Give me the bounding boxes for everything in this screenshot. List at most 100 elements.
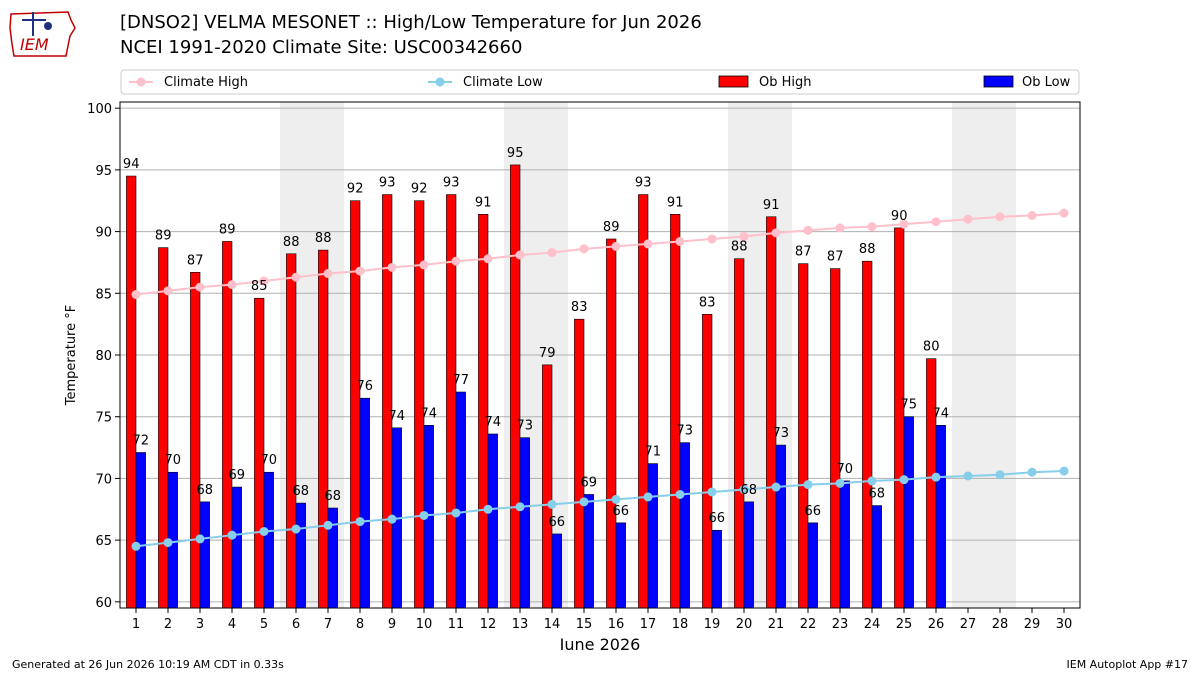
climate-lines — [131, 208, 1069, 551]
x-tick-label: 3 — [196, 617, 204, 632]
climate-low-point — [1027, 467, 1037, 477]
ob-low-bar — [679, 442, 690, 609]
y-tick-label: 60 — [95, 596, 112, 611]
x-tick-label: 24 — [864, 617, 881, 632]
climate-low-point — [803, 480, 813, 490]
logo-text: IEM — [20, 35, 49, 54]
climate-low-point — [483, 504, 493, 514]
ob-high-bar — [158, 247, 169, 609]
y-tick-label: 95 — [95, 164, 112, 179]
y-axis: 60 65 70 75 80 85 90 95 100 — [87, 102, 120, 611]
iem-logo: IEM — [9, 11, 76, 57]
chart-subtitle: NCEI 1991-2020 Climate Site: USC00342660 — [120, 37, 523, 58]
x-tick-label: 5 — [260, 617, 268, 632]
climate-low-point — [579, 497, 589, 507]
ob-low-bar — [807, 522, 818, 609]
ob-low-value-label: 66 — [613, 504, 630, 519]
ob-high-value-label: 91 — [475, 195, 492, 210]
x-tick-label: 25 — [896, 617, 913, 632]
ob-high-bar — [574, 318, 585, 609]
x-tick-label: 27 — [960, 617, 977, 632]
ob-high-bar — [798, 263, 809, 609]
ob-high-value-label: 93 — [635, 176, 652, 191]
legend-label-ob-low: Ob Low — [1022, 75, 1071, 90]
x-tick-label: 20 — [736, 617, 753, 632]
ob-low-bar — [839, 480, 850, 609]
ob-low-value-label: 66 — [805, 504, 822, 519]
ob-low-value-label: 71 — [645, 445, 662, 460]
climate-high-point — [675, 236, 685, 246]
ob-high-bar — [894, 227, 905, 609]
ob-low-bar — [519, 437, 530, 609]
climate-low-point — [131, 541, 141, 551]
climate-high-point — [995, 212, 1005, 222]
ob-high-value-label: 89 — [219, 222, 236, 237]
legend-item-climate-high: Climate High — [129, 75, 248, 90]
climate-low-point — [355, 517, 365, 527]
x-tick-label: 10 — [416, 617, 433, 632]
ob-low-value-label: 73 — [517, 419, 534, 434]
ob-low-bar — [199, 501, 210, 609]
ob-low-value-label: 70 — [837, 462, 854, 477]
climate-low-point — [771, 482, 781, 492]
ob-high-value-label: 93 — [379, 176, 396, 191]
ob-low-value-label: 70 — [165, 453, 182, 468]
legend-label-ob-high: Ob High — [759, 75, 812, 90]
climate-low-point — [739, 485, 749, 495]
climate-high-line — [135, 212, 1065, 296]
ob-high-value-label: 91 — [763, 198, 780, 213]
x-tick-label: 2 — [164, 617, 172, 632]
ob-low-value-label: 68 — [325, 489, 342, 504]
ob-low-bar — [583, 494, 594, 609]
climate-low-point — [419, 510, 429, 520]
climate-high-point — [899, 219, 909, 229]
ob-low-bar — [551, 533, 562, 609]
legend-item-ob-low: Ob Low — [983, 75, 1071, 90]
climate-low-point — [899, 475, 909, 485]
legend-label-climate-low: Climate Low — [463, 75, 543, 90]
x-tick-label: 30 — [1056, 617, 1073, 632]
climate-high-point — [323, 269, 333, 279]
ob-high-bar — [926, 358, 937, 609]
climate-low-point — [323, 520, 333, 530]
climate-high-point — [707, 234, 717, 244]
climate-low-point — [163, 538, 173, 548]
ob-high-bar — [446, 194, 457, 609]
climate-high-point — [931, 217, 941, 227]
ob-high-bar — [318, 249, 329, 609]
climate-low-point — [291, 524, 301, 534]
legend: Climate High Climate Low Ob High Ob Low — [120, 69, 1080, 95]
ob-low-value-label: 66 — [709, 511, 726, 526]
ob-high-value-label: 88 — [859, 242, 876, 257]
climate-high-point — [579, 244, 589, 254]
climate-low-point — [675, 489, 685, 499]
climate-high-point — [835, 223, 845, 233]
climate-low-point — [995, 470, 1005, 480]
climate-high-point — [291, 272, 301, 282]
ob-high-value-label: 95 — [507, 146, 524, 161]
x-tick-label: 9 — [388, 617, 396, 632]
ob-low-value-label: 68 — [741, 483, 758, 498]
ob-high-value-label: 87 — [795, 245, 812, 260]
climate-low-point — [643, 492, 653, 502]
climate-high-point — [963, 214, 973, 224]
y-tick-label: 80 — [95, 349, 112, 364]
climate-low-point — [611, 494, 621, 504]
ob-high-value-label: 92 — [411, 182, 428, 197]
y-tick-label: 70 — [95, 472, 112, 487]
climate-low-point — [195, 534, 205, 544]
x-tick-label: 17 — [640, 617, 657, 632]
ob-high-value-label: 79 — [539, 346, 556, 361]
climate-low-point — [547, 499, 557, 509]
y-tick-label: 75 — [95, 411, 112, 426]
ob-high-value-label: 92 — [347, 182, 364, 197]
ob-high-value-label: 88 — [283, 235, 300, 250]
x-tick-label: 23 — [832, 617, 849, 632]
x-tick-label: 12 — [480, 617, 497, 632]
y-tick-label: 90 — [95, 226, 112, 241]
climate-high-point — [803, 225, 813, 235]
app-credit: IEM Autoplot App #17 — [1066, 658, 1189, 671]
ob-high-value-label: 83 — [571, 300, 588, 315]
iowa-outline-icon — [9, 11, 76, 57]
legend-item-climate-low: Climate Low — [428, 75, 543, 90]
